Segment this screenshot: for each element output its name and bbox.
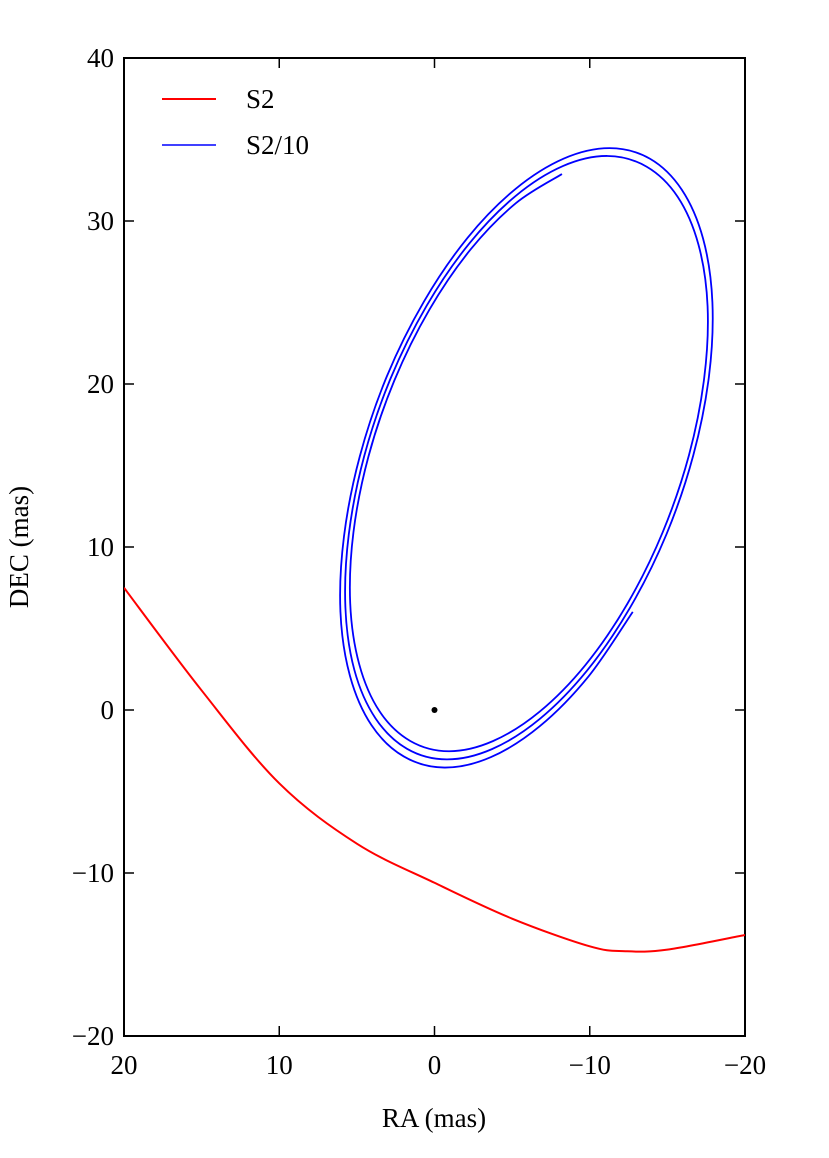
y-tick-label: −10 xyxy=(72,858,114,888)
y-tick-label: 10 xyxy=(87,532,114,562)
x-tick-label: 20 xyxy=(111,1050,138,1080)
plot-frame xyxy=(123,57,746,1037)
y-tick-label: 30 xyxy=(87,206,114,236)
y-tick-label: 0 xyxy=(101,695,115,725)
line xyxy=(124,587,745,953)
legend-label: S2 xyxy=(246,84,275,114)
x-tick-label: 10 xyxy=(266,1050,293,1080)
y-tick-label: −20 xyxy=(72,1021,114,1051)
x-tick-label: 0 xyxy=(428,1050,442,1080)
x-axis-label: RA (mas) xyxy=(382,1103,486,1133)
point xyxy=(431,707,438,713)
y-axis-label: DEC (mas) xyxy=(4,486,34,608)
y-tick-label: 40 xyxy=(87,43,114,73)
y-tick-label: 20 xyxy=(87,369,114,399)
x-tick-label: −20 xyxy=(724,1050,766,1080)
line xyxy=(339,147,714,769)
x-tick-label: −10 xyxy=(569,1050,611,1080)
legend-label: S2/10 xyxy=(246,130,309,160)
